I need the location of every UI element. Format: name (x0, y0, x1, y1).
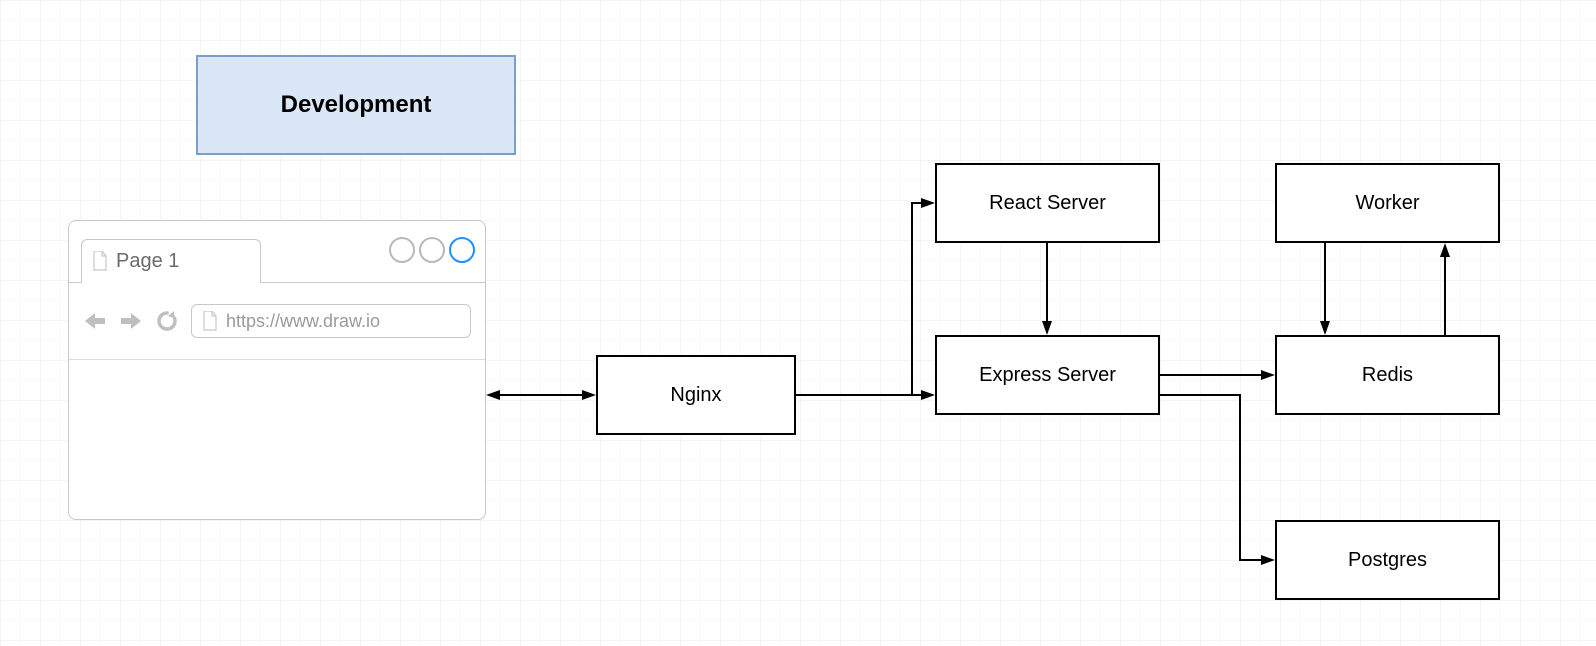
browser-tabstrip-line (260, 282, 485, 283)
traffic-dot-3[interactable] (449, 237, 475, 263)
back-icon[interactable] (83, 311, 107, 331)
node-nginx-label: Nginx (670, 384, 721, 407)
node-worker[interactable]: Worker (1275, 163, 1500, 243)
file-icon (92, 251, 108, 271)
url-file-icon (202, 311, 218, 331)
traffic-dot-2[interactable] (419, 237, 445, 263)
diagram-canvas: Development Page 1 (0, 0, 1596, 646)
edge-react-express (1042, 243, 1052, 335)
browser-tab[interactable]: Page 1 (81, 239, 261, 283)
edge-express-redis (1160, 370, 1275, 380)
title-box: Development (196, 55, 516, 155)
node-react[interactable]: React Server (935, 163, 1160, 243)
edge-redis-worker (1440, 243, 1450, 335)
browser-addr-separator (69, 359, 485, 360)
url-field[interactable]: https://www.draw.io (191, 304, 471, 338)
forward-icon[interactable] (119, 311, 143, 331)
browser-tabstrip-line-left (69, 282, 82, 283)
node-postgres[interactable]: Postgres (1275, 520, 1500, 600)
url-file-icon-outline (204, 311, 216, 330)
node-postgres-label: Postgres (1348, 549, 1427, 572)
node-worker-label: Worker (1355, 192, 1419, 215)
browser-window: Page 1 https://www.draw.io (68, 220, 486, 520)
forward-icon-shape (121, 313, 141, 329)
edge-nginx-react (912, 198, 935, 395)
traffic-dot-1[interactable] (389, 237, 415, 263)
reload-icon[interactable] (155, 309, 179, 333)
edge-nginx-browser (486, 390, 596, 400)
edge-express-postgres (1160, 395, 1275, 565)
node-redis[interactable]: Redis (1275, 335, 1500, 415)
browser-tab-label: Page 1 (116, 250, 179, 273)
reload-icon-arrowhead (168, 311, 175, 319)
edge-nginx-express (912, 390, 935, 400)
title-label: Development (281, 91, 432, 119)
edge-worker-redis (1320, 243, 1330, 335)
node-express[interactable]: Express Server (935, 335, 1160, 415)
node-redis-label: Redis (1362, 364, 1413, 387)
url-text: https://www.draw.io (226, 311, 380, 332)
back-icon-shape (85, 313, 105, 329)
node-react-label: React Server (989, 192, 1106, 215)
file-icon-outline (94, 251, 106, 270)
node-nginx[interactable]: Nginx (596, 355, 796, 435)
browser-toolbar: https://www.draw.io (83, 301, 471, 341)
node-express-label: Express Server (979, 364, 1116, 387)
